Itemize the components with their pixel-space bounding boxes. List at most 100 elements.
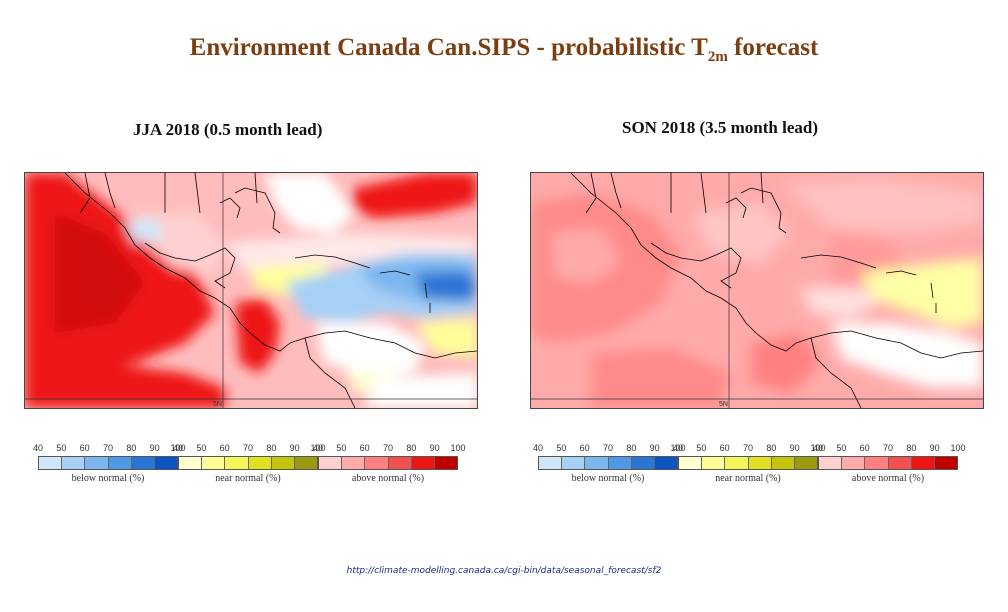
- legend-group-below: 40 50 60 70 80 90 100 below normal (%): [33, 443, 186, 493]
- legend-tick-label: 100: [450, 443, 466, 453]
- legend-color-cell: [911, 457, 935, 469]
- grid-label-left: 5N: [213, 401, 222, 408]
- legend-color-bar: [178, 456, 318, 470]
- legend-group-above: 40 50 60 70 80 90 100 above normal (%): [313, 443, 466, 493]
- legend-tick-label: 100: [950, 443, 966, 453]
- legend-color-bar: [538, 456, 678, 470]
- legend-tick-label: 90: [649, 443, 660, 453]
- legend-tick-label: 100: [810, 443, 826, 453]
- legend-tick-label: 90: [289, 443, 300, 453]
- legend-tick-label: 70: [882, 443, 894, 453]
- legend-right: 40 50 60 70 80 90 100 below normal (%) 40 50 60 70 8…: [533, 443, 968, 493]
- map-jja-2018: 5N: [24, 172, 478, 409]
- legend-color-cell: [225, 457, 249, 469]
- legend-color-cell: [842, 457, 866, 469]
- legend-tick-label: 80: [626, 443, 637, 453]
- legend-tick-label: 40: [32, 443, 44, 453]
- legend-tick-label: 60: [719, 443, 730, 453]
- legend-color-cell: [562, 457, 586, 469]
- legend-color-cell: [934, 457, 958, 469]
- legend-tick-label: 90: [929, 443, 940, 453]
- legend-color-bar: [818, 456, 958, 470]
- legend-tick-label: 60: [359, 443, 370, 453]
- legend-color-bar: [318, 456, 458, 470]
- legend-tick-label: 80: [906, 443, 917, 453]
- legend-tick-label: 50: [696, 443, 707, 453]
- legend-tick-label: 60: [579, 443, 590, 453]
- legend-tick-label: 70: [742, 443, 754, 453]
- legend-group-label: above normal (%): [351, 473, 425, 484]
- legend-tick-label: 90: [149, 443, 160, 453]
- legend-group-above: 40 50 60 70 80 90 100 above normal (%): [813, 443, 966, 493]
- legend-color-cell: [202, 457, 226, 469]
- legend-color-cell: [654, 457, 678, 469]
- legend-tick-label: 70: [102, 443, 114, 453]
- legend-tick-label: 70: [242, 443, 254, 453]
- legend-color-cell: [434, 457, 458, 469]
- legend-tick-label: 40: [812, 443, 824, 453]
- legend-group-label: near normal (%): [715, 473, 781, 484]
- legend-color-cell: [39, 457, 63, 469]
- legend-color-cell: [794, 457, 818, 469]
- legend-color-cell: [771, 457, 795, 469]
- legend-tick-label: 60: [219, 443, 230, 453]
- legend-color-cell: [388, 457, 412, 469]
- legend-color-cell: [294, 457, 318, 469]
- panel-right-subtitle: SON 2018 (3.5 month lead): [622, 118, 818, 137]
- legend-color-cell: [608, 457, 632, 469]
- legend-tick-label: 70: [382, 443, 394, 453]
- legend-color-cell: [271, 457, 295, 469]
- legend-group-near: 40 50 60 70 80 90 100 near normal (%): [173, 443, 326, 493]
- legend-group-near: 40 50 60 70 80 90 100 near normal (%): [673, 443, 826, 493]
- legend-color-cell: [631, 457, 655, 469]
- legend-color-cell: [342, 457, 366, 469]
- legend-color-cell: [179, 457, 203, 469]
- page-title: Environment Canada Can.SIPS - probabilis…: [189, 34, 819, 65]
- legend-tick-label: 40: [172, 443, 184, 453]
- legend-tick-label: 50: [56, 443, 67, 453]
- legend-color-cell: [585, 457, 609, 469]
- legend-tick-label: 70: [602, 443, 614, 453]
- legend-color-cell: [725, 457, 749, 469]
- legend-color-bar: [38, 456, 178, 470]
- legend-tick-label: 100: [670, 443, 686, 453]
- legend-color-cell: [819, 457, 843, 469]
- legend-color-cell: [888, 457, 912, 469]
- legend-tick-label: 40: [312, 443, 324, 453]
- legend-color-cell: [679, 457, 703, 469]
- legend-color-cell: [319, 457, 343, 469]
- legend-tick-label: 50: [836, 443, 847, 453]
- legend-tick-label: 80: [406, 443, 417, 453]
- map-son-2018: 5N: [530, 172, 984, 409]
- legend-tick-label: 100: [170, 443, 186, 453]
- legend-tick-label: 50: [196, 443, 207, 453]
- legend-tick-label: 50: [556, 443, 567, 453]
- legend-tick-label: 90: [429, 443, 440, 453]
- legend-tick-label: 80: [126, 443, 137, 453]
- legend-color-cell: [365, 457, 389, 469]
- legend-tick-label: 40: [532, 443, 544, 453]
- source-url[interactable]: http://climate-modelling.canada.ca/cgi-b…: [346, 566, 662, 576]
- legend-color-cell: [62, 457, 86, 469]
- legend-color-cell: [748, 457, 772, 469]
- legend-tick-label: 80: [266, 443, 277, 453]
- legend-group-label: below normal (%): [571, 473, 645, 484]
- legend-tick-label: 100: [310, 443, 326, 453]
- legend-color-cell: [85, 457, 109, 469]
- legend-tick-label: 40: [672, 443, 684, 453]
- legend-group-label: near normal (%): [215, 473, 281, 484]
- legend-tick-label: 60: [859, 443, 870, 453]
- legend-tick-label: 60: [79, 443, 90, 453]
- legend-color-cell: [411, 457, 435, 469]
- legend-group-label: below normal (%): [71, 473, 145, 484]
- legend-color-cell: [248, 457, 272, 469]
- legend-color-cell: [131, 457, 155, 469]
- legend-tick-label: 50: [336, 443, 347, 453]
- legend-group-below: 40 50 60 70 80 90 100 below normal (%): [533, 443, 686, 493]
- legend-color-cell: [865, 457, 889, 469]
- legend-group-label: above normal (%): [851, 473, 925, 484]
- legend-color-cell: [702, 457, 726, 469]
- legend-color-cell: [108, 457, 132, 469]
- legend-color-cell: [539, 457, 563, 469]
- legend-tick-label: 80: [766, 443, 777, 453]
